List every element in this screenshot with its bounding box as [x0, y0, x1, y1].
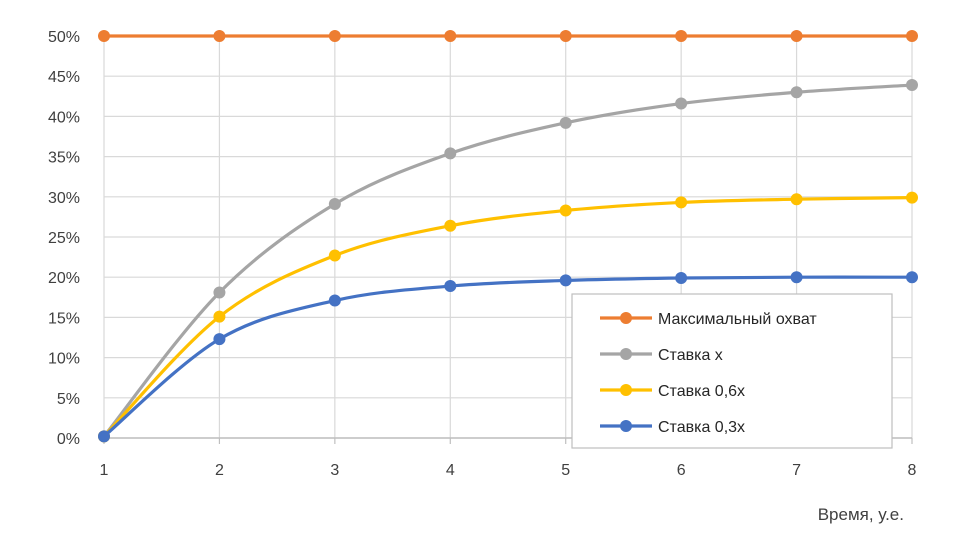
series-3: [98, 191, 918, 443]
x-tick-label: 5: [561, 462, 570, 479]
data-point: [213, 286, 226, 299]
data-point: [444, 219, 457, 232]
series-layer: [98, 30, 918, 443]
data-point: [675, 272, 688, 285]
y-tick-label: 15%: [48, 310, 80, 327]
data-point: [790, 86, 803, 99]
data-point: [906, 191, 918, 204]
legend-label: Ставка x: [658, 347, 723, 364]
legend-label: Ставка 0,3x: [658, 419, 745, 436]
data-point: [328, 198, 341, 211]
data-point: [559, 204, 572, 217]
data-point: [213, 333, 226, 346]
data-point: [790, 271, 803, 284]
data-point: [906, 30, 918, 42]
data-point: [98, 430, 110, 443]
data-point: [559, 30, 572, 42]
y-tick-label: 45%: [48, 69, 80, 86]
x-axis-ticks: 1 2 3 4 5 6 7 8: [100, 462, 917, 479]
x-tick-label: 7: [792, 462, 801, 479]
data-point: [906, 271, 918, 284]
x-tick-label: 3: [330, 462, 339, 479]
x-tick-label: 1: [100, 462, 109, 479]
legend-label: Максимальный охват: [658, 311, 817, 328]
y-axis-ticks: 0% 5% 10% 15% 20% 25% 30% 35% 40% 45% 50%: [48, 29, 80, 448]
data-point: [559, 116, 572, 129]
y-tick-label: 25%: [48, 230, 80, 247]
data-point: [444, 280, 457, 293]
legend-item: Ставка x: [600, 347, 723, 364]
data-point: [213, 310, 226, 323]
data-point: [328, 249, 341, 262]
legend-swatch-marker: [620, 420, 632, 432]
y-tick-label: 10%: [48, 351, 80, 368]
y-tick-label: 5%: [57, 391, 80, 408]
data-point: [675, 196, 688, 209]
data-point: [790, 193, 803, 206]
legend-item: Максимальный охват: [600, 311, 817, 328]
data-point: [98, 30, 110, 42]
data-point: [444, 30, 457, 42]
x-tick-label: 2: [215, 462, 224, 479]
x-tick-label: 4: [446, 462, 455, 479]
legend-item: Ставка 0,6x: [600, 383, 745, 400]
data-point: [790, 30, 803, 42]
data-point: [906, 79, 918, 92]
data-point: [675, 97, 688, 110]
data-point: [328, 294, 341, 307]
series-1: [98, 30, 918, 42]
legend-swatch-marker: [620, 348, 632, 360]
y-tick-label: 0%: [57, 431, 80, 448]
data-point: [559, 274, 572, 287]
data-point: [675, 30, 688, 42]
y-tick-label: 20%: [48, 270, 80, 287]
series-4: [98, 271, 918, 443]
y-tick-label: 40%: [48, 109, 80, 126]
y-tick-label: 50%: [48, 29, 80, 46]
data-point: [213, 30, 226, 42]
y-tick-label: 35%: [48, 150, 80, 167]
x-axis-title: Время, у.е.: [818, 505, 904, 524]
legend-swatch-marker: [620, 312, 632, 324]
legend-swatch-marker: [620, 384, 632, 396]
legend: Максимальный охват Ставка x Ставка 0,6x Ста…: [571, 293, 893, 449]
data-point: [444, 147, 457, 160]
y-tick-label: 30%: [48, 190, 80, 207]
x-tick-label: 6: [677, 462, 686, 479]
data-point: [328, 30, 341, 42]
x-tick-label: 8: [908, 462, 917, 479]
legend-item: Ставка 0,3x: [600, 419, 745, 436]
legend-label: Ставка 0,6x: [658, 383, 745, 400]
